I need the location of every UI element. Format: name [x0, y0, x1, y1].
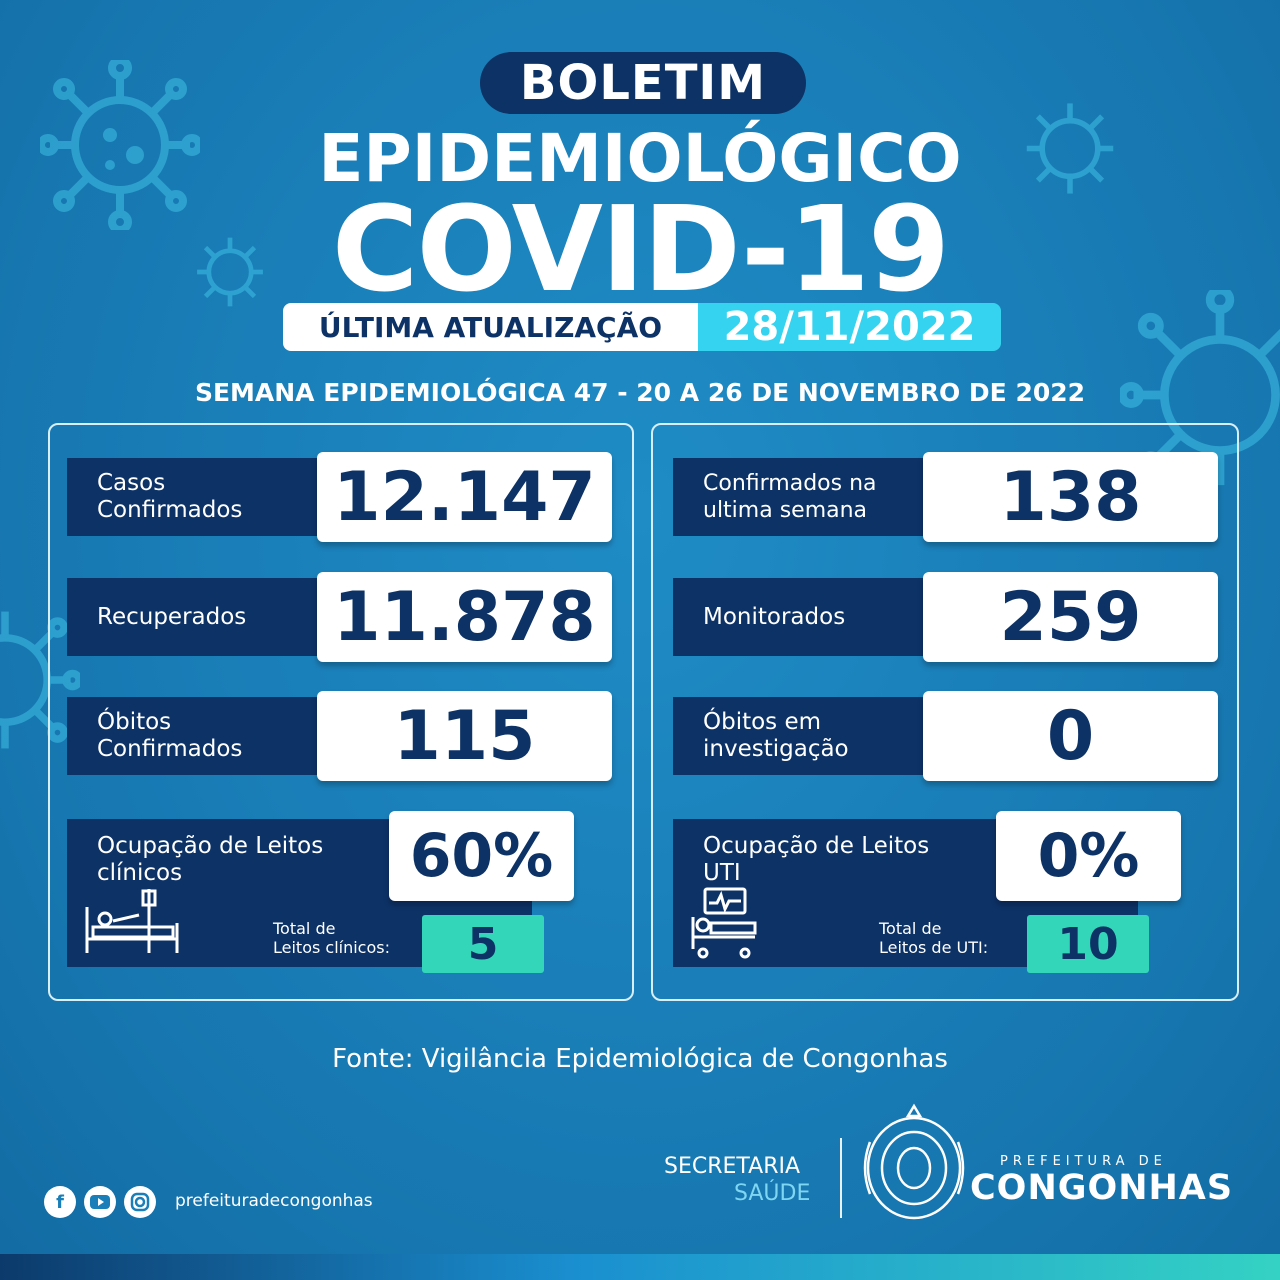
stat-monitorados: Monitorados 259 [673, 572, 1218, 662]
label-line: Leitos de UTI: [879, 938, 989, 957]
occupancy-value: 0% [996, 811, 1181, 901]
stat-casos-confirmados: Casos Confirmados 12.147 [67, 452, 612, 542]
icu-bed-monitor-icon [691, 887, 757, 959]
label-line: Óbitos [97, 709, 172, 735]
left-panel: Casos Confirmados 12.147 Recuperados 11.8… [48, 423, 634, 1001]
label-line: Total de [879, 919, 942, 938]
label-line: Confirmados na [703, 471, 877, 496]
stat-obitos-investigacao: Óbitos em investigação 0 [673, 691, 1218, 781]
secretaria-label: SECRETARIA [664, 1154, 801, 1179]
youtube-icon[interactable] [84, 1186, 116, 1218]
label-line: clínicos [97, 860, 183, 886]
occupancy-label: Ocupação de Leitos clínicos [97, 833, 323, 887]
label-line: Casos [97, 470, 166, 496]
stat-value: 138 [923, 452, 1218, 542]
title-epidemiologico: EPIDEMIOLÓGICO [318, 120, 962, 197]
stat-label: Recuperados [67, 578, 327, 656]
stat-recuperados: Recuperados 11.878 [67, 572, 612, 662]
stat-label: Casos Confirmados [67, 458, 327, 536]
stat-label: Óbitos em investigação [673, 697, 933, 775]
title-covid: COVID-19 [331, 180, 950, 318]
boletim-pill: BOLETIM [480, 52, 806, 114]
footer-divider [840, 1138, 842, 1218]
last-update-bar: ÚLTIMA ATUALIZAÇÃO 28/11/2022 [283, 303, 1001, 351]
total-leitos-label: Total de Leitos clínicos: [273, 919, 390, 957]
total-leitos-value: 10 [1027, 915, 1149, 973]
label-line: Confirmados [97, 736, 243, 762]
label-line: Ocupação de Leitos [97, 833, 324, 859]
hospital-bed-icon [85, 889, 179, 953]
social-handle[interactable]: prefeituradecongonhas [175, 1191, 373, 1211]
virus-decoration-icon [0, 611, 80, 749]
label-line: UTI [703, 860, 741, 886]
label-line: Leitos clínicos: [273, 938, 390, 957]
source-text: Fonte: Vigilância Epidemiológica de Cong… [332, 1044, 948, 1074]
stat-value: 0 [923, 691, 1218, 781]
stat-value: 259 [923, 572, 1218, 662]
bottom-gradient-bar [0, 1254, 1280, 1280]
stat-obitos-confirmados: Óbitos Confirmados 115 [67, 691, 612, 781]
saude-label: SAÚDE [734, 1181, 811, 1206]
label-line: Óbitos em [703, 709, 822, 735]
stat-confirmados-semana: Confirmados na ultima semana 138 [673, 452, 1218, 542]
label-line: ultima semana [703, 498, 868, 523]
label-line: Confirmados [97, 497, 243, 523]
total-leitos-label: Total de Leitos de UTI: [879, 919, 988, 957]
last-update-label: ÚLTIMA ATUALIZAÇÃO [283, 303, 698, 351]
instagram-icon[interactable] [124, 1186, 156, 1218]
city-seal-icon [863, 1103, 965, 1220]
stat-label: Monitorados [673, 578, 933, 656]
label-line: Total de [273, 919, 336, 938]
stat-value: 12.147 [317, 452, 612, 542]
label-line: investigação [703, 736, 849, 762]
epidemiological-week: SEMANA EPIDEMIOLÓGICA 47 - 20 A 26 DE NO… [194, 378, 1086, 407]
total-leitos-value: 5 [422, 915, 544, 973]
occupancy-label: Ocupação de Leitos UTI [703, 833, 929, 887]
stat-label: Confirmados na ultima semana [673, 458, 933, 536]
congonhas-label: CONGONHAS [970, 1168, 1234, 1208]
virus-decoration-icon [40, 60, 200, 230]
stat-label: Óbitos Confirmados [67, 697, 327, 775]
last-update-date: 28/11/2022 [698, 303, 1001, 351]
facebook-icon[interactable]: f [44, 1186, 76, 1218]
virus-decoration-icon [197, 237, 263, 307]
virus-decoration-icon [1026, 103, 1114, 194]
social-icons: f [44, 1186, 156, 1218]
virus-decoration-icon [1120, 290, 1280, 486]
right-panel: Confirmados na ultima semana 138 Monitora… [651, 423, 1239, 1001]
label-line: Ocupação de Leitos [703, 833, 930, 859]
occupancy-value: 60% [389, 811, 574, 901]
stat-value: 11.878 [317, 572, 612, 662]
stat-value: 115 [317, 691, 612, 781]
prefeitura-de-label: PREFEITURA DE [1000, 1154, 1167, 1169]
